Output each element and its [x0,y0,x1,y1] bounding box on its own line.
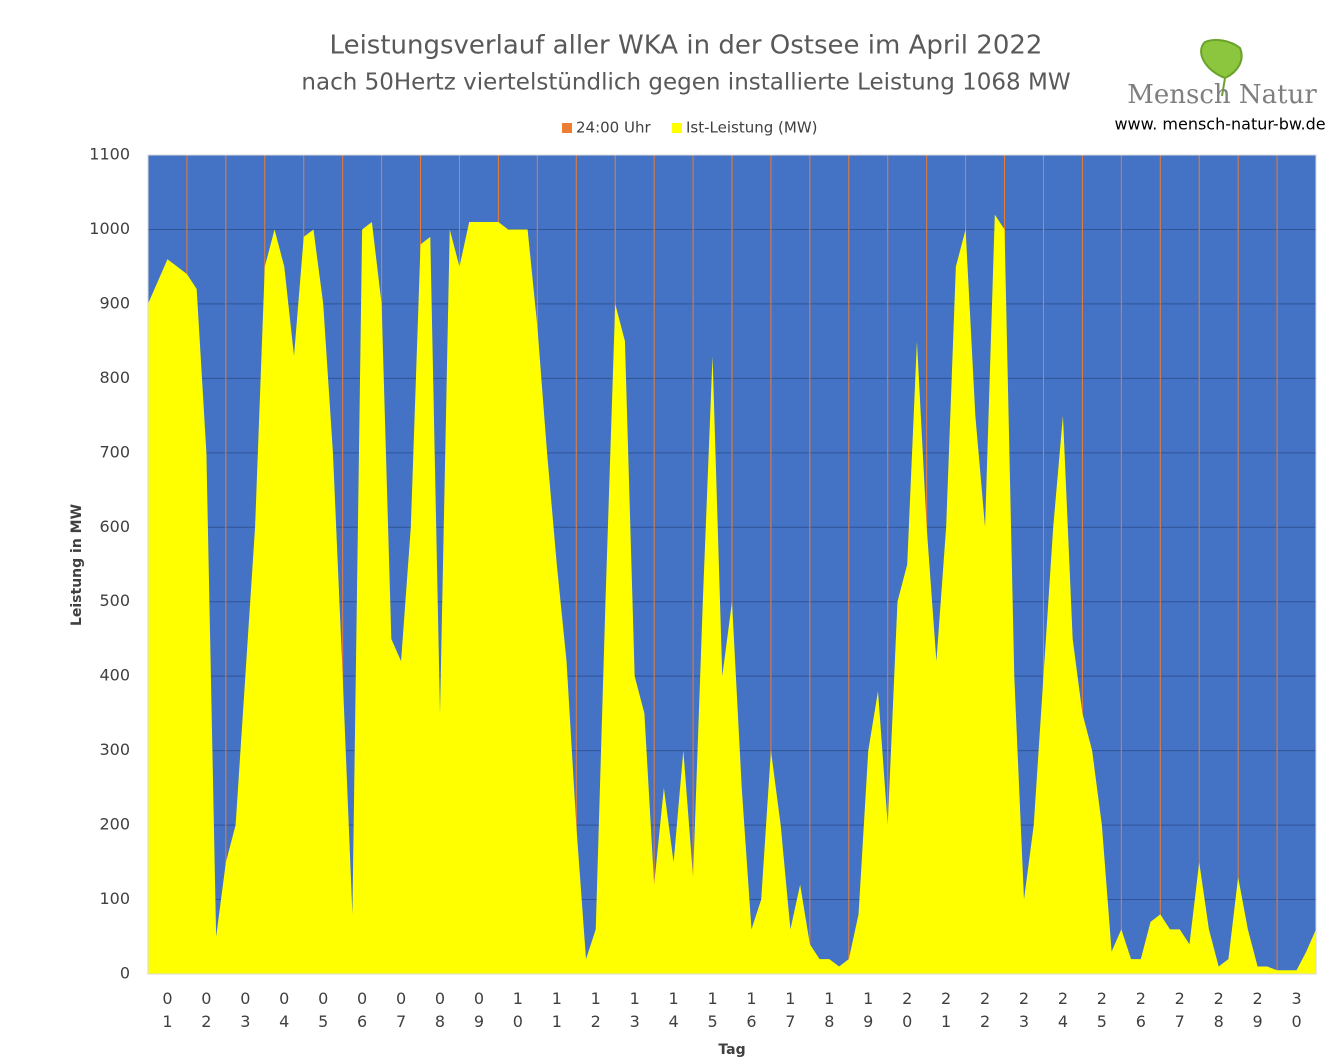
y-tick-label: 600 [99,517,130,536]
legend-label: Ist-Leistung (MW) [686,119,818,137]
legend-swatch [562,123,572,133]
y-tick-label: 1000 [89,219,130,238]
y-tick-label: 200 [99,815,130,834]
y-tick-label: 500 [99,591,130,610]
logo-leaf [1200,39,1243,97]
chart-title: Leistungsverlauf aller WKA in der Ostsee… [330,31,1043,61]
x-axis-title: Tag [718,1042,745,1058]
y-tick-label: 800 [99,368,130,387]
y-tick-label: 400 [99,666,130,685]
legend-label: 24:00 Uhr [576,119,651,137]
legend-swatch [672,123,682,133]
y-tick-label: 0 [120,964,130,983]
plot-border [147,154,1317,975]
logo-name: Mensch Natur [1127,80,1317,110]
chart-subtitle: nach 50Hertz viertelstündlich gegen inst… [301,70,1070,96]
area [148,214,1316,975]
y-tick-label: 300 [99,740,130,759]
logo-url: www. mensch-natur-bw.de [1114,115,1325,134]
y-tick-label: 100 [99,889,130,908]
y-axis-title: Leistung in MW [69,504,85,626]
y-tick-label: 1100 [89,145,130,164]
y-tick-label: 900 [99,293,130,312]
y-tick-label: 700 [99,442,130,461]
